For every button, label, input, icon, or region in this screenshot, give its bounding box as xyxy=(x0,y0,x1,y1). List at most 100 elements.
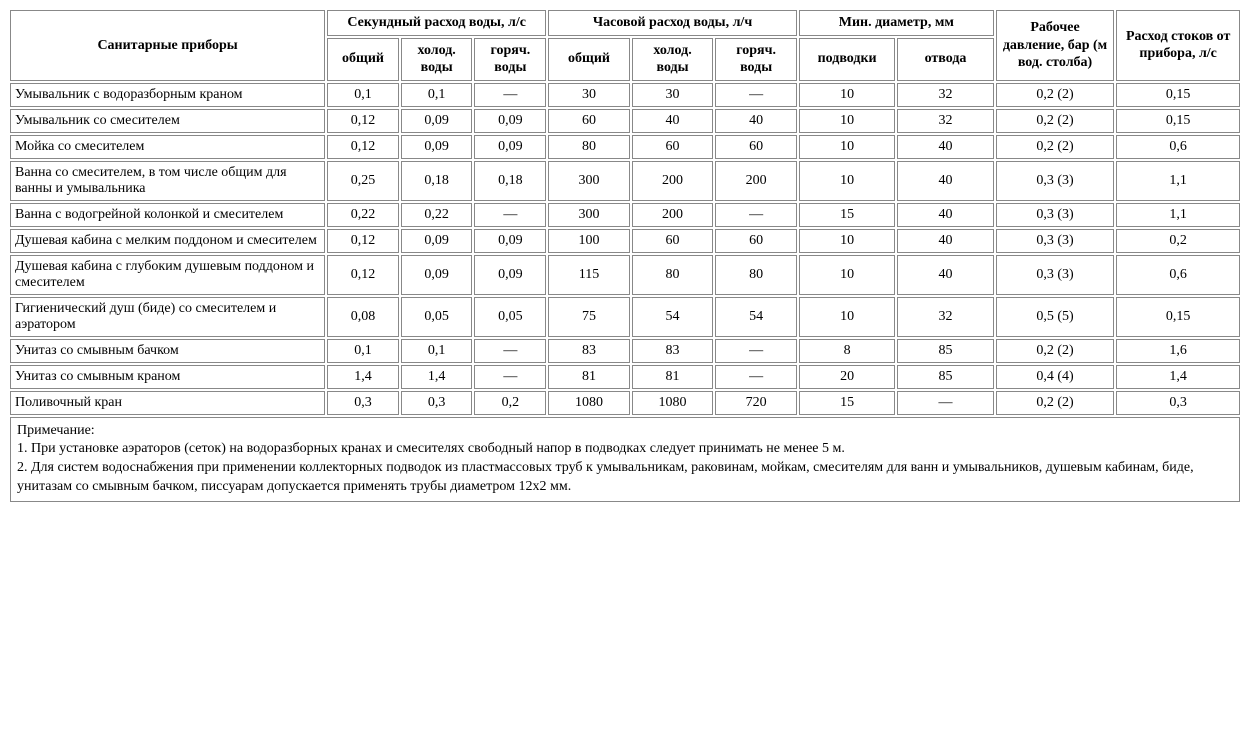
note-line-1: 1. При установке аэраторов (сеток) на во… xyxy=(17,441,845,456)
value-cell: 1,6 xyxy=(1116,339,1240,363)
value-cell: 30 xyxy=(632,83,714,107)
device-name-cell: Ванна со смесителем, в том числе общим д… xyxy=(10,161,325,201)
value-cell: 0,09 xyxy=(474,109,546,133)
value-cell: 200 xyxy=(632,203,714,227)
value-cell: 15 xyxy=(799,203,895,227)
value-cell: 80 xyxy=(632,255,714,295)
device-name-cell: Унитаз со смывным краном xyxy=(10,365,325,389)
value-cell: 40 xyxy=(897,229,993,253)
value-cell: 40 xyxy=(897,161,993,201)
value-cell: 81 xyxy=(632,365,714,389)
value-cell: 0,1 xyxy=(401,339,473,363)
value-cell: 0,09 xyxy=(401,109,473,133)
value-cell: 30 xyxy=(548,83,630,107)
value-cell: — xyxy=(897,391,993,415)
value-cell: 0,22 xyxy=(327,203,399,227)
value-cell: 32 xyxy=(897,109,993,133)
header-hour-total: общий xyxy=(548,38,630,81)
device-name-cell: Ванна с водогрейной колонкой и смесителе… xyxy=(10,203,325,227)
value-cell: 0,09 xyxy=(474,135,546,159)
value-cell: — xyxy=(715,203,797,227)
value-cell: 40 xyxy=(632,109,714,133)
header-min-diameter: Мин. диаметр, мм xyxy=(799,10,994,36)
value-cell: 0,3 xyxy=(401,391,473,415)
header-sec-total: общий xyxy=(327,38,399,81)
header-sec-hot: горяч. воды xyxy=(474,38,546,81)
value-cell: 85 xyxy=(897,365,993,389)
note-title: Примечание: xyxy=(17,423,95,438)
value-cell: 0,2 xyxy=(474,391,546,415)
value-cell: 0,09 xyxy=(474,229,546,253)
value-cell: 0,6 xyxy=(1116,255,1240,295)
value-cell: 54 xyxy=(715,297,797,337)
value-cell: 40 xyxy=(897,203,993,227)
value-cell: 75 xyxy=(548,297,630,337)
value-cell: 0,3 (3) xyxy=(996,229,1115,253)
value-cell: 0,18 xyxy=(401,161,473,201)
header-sec-cold: холод. воды xyxy=(401,38,473,81)
value-cell: 60 xyxy=(632,135,714,159)
header-diam-outlet: отвода xyxy=(897,38,993,81)
value-cell: 1,1 xyxy=(1116,161,1240,201)
value-cell: 200 xyxy=(715,161,797,201)
value-cell: — xyxy=(715,339,797,363)
value-cell: 10 xyxy=(799,255,895,295)
header-hour-hot: горяч. воды xyxy=(715,38,797,81)
table-row: Душевая кабина с глубоким душевым поддон… xyxy=(10,255,1240,295)
value-cell: 0,1 xyxy=(327,83,399,107)
value-cell: 0,08 xyxy=(327,297,399,337)
device-name-cell: Унитаз со смывным бачком xyxy=(10,339,325,363)
value-cell: 85 xyxy=(897,339,993,363)
device-name-cell: Гигиенический душ (биде) со смесителем и… xyxy=(10,297,325,337)
table-note: Примечание: 1. При установке аэраторов (… xyxy=(10,417,1240,503)
value-cell: 83 xyxy=(632,339,714,363)
value-cell: 1,4 xyxy=(401,365,473,389)
table-row: Ванна со смесителем, в том числе общим д… xyxy=(10,161,1240,201)
value-cell: 0,2 (2) xyxy=(996,135,1115,159)
value-cell: 0,2 (2) xyxy=(996,391,1115,415)
value-cell: 0,22 xyxy=(401,203,473,227)
value-cell: 0,15 xyxy=(1116,83,1240,107)
value-cell: — xyxy=(474,83,546,107)
value-cell: 0,05 xyxy=(401,297,473,337)
value-cell: 60 xyxy=(715,135,797,159)
value-cell: 0,09 xyxy=(401,135,473,159)
header-hour-cold: холод. воды xyxy=(632,38,714,81)
value-cell: 8 xyxy=(799,339,895,363)
value-cell: 0,15 xyxy=(1116,297,1240,337)
value-cell: 0,12 xyxy=(327,109,399,133)
value-cell: 100 xyxy=(548,229,630,253)
value-cell: 0,12 xyxy=(327,229,399,253)
value-cell: 300 xyxy=(548,161,630,201)
header-diam-inlet: подводки xyxy=(799,38,895,81)
value-cell: 15 xyxy=(799,391,895,415)
value-cell: 0,4 (4) xyxy=(996,365,1115,389)
value-cell: 40 xyxy=(897,135,993,159)
value-cell: 0,2 (2) xyxy=(996,109,1115,133)
value-cell: 1,4 xyxy=(1116,365,1240,389)
value-cell: 80 xyxy=(715,255,797,295)
value-cell: 200 xyxy=(632,161,714,201)
sanitary-devices-table: Санитарные приборы Секундный расход воды… xyxy=(8,8,1242,504)
value-cell: 0,05 xyxy=(474,297,546,337)
table-row: Душевая кабина с мелким поддоном и смеси… xyxy=(10,229,1240,253)
value-cell: 1,1 xyxy=(1116,203,1240,227)
value-cell: 83 xyxy=(548,339,630,363)
table-row: Унитаз со смывным бачком0,10,1—8383—8850… xyxy=(10,339,1240,363)
value-cell: 0,18 xyxy=(474,161,546,201)
header-waste-flow: Расход стоков от прибора, л/с xyxy=(1116,10,1240,81)
value-cell: 0,25 xyxy=(327,161,399,201)
table-header: Санитарные приборы Секундный расход воды… xyxy=(10,10,1240,81)
value-cell: 10 xyxy=(799,83,895,107)
value-cell: 10 xyxy=(799,297,895,337)
value-cell: 0,15 xyxy=(1116,109,1240,133)
value-cell: 0,09 xyxy=(401,255,473,295)
value-cell: 60 xyxy=(632,229,714,253)
value-cell: 0,09 xyxy=(474,255,546,295)
value-cell: 32 xyxy=(897,297,993,337)
table-row: Гигиенический душ (биде) со смесителем и… xyxy=(10,297,1240,337)
value-cell: 0,3 xyxy=(1116,391,1240,415)
value-cell: 1080 xyxy=(632,391,714,415)
value-cell: 0,1 xyxy=(327,339,399,363)
value-cell: 20 xyxy=(799,365,895,389)
